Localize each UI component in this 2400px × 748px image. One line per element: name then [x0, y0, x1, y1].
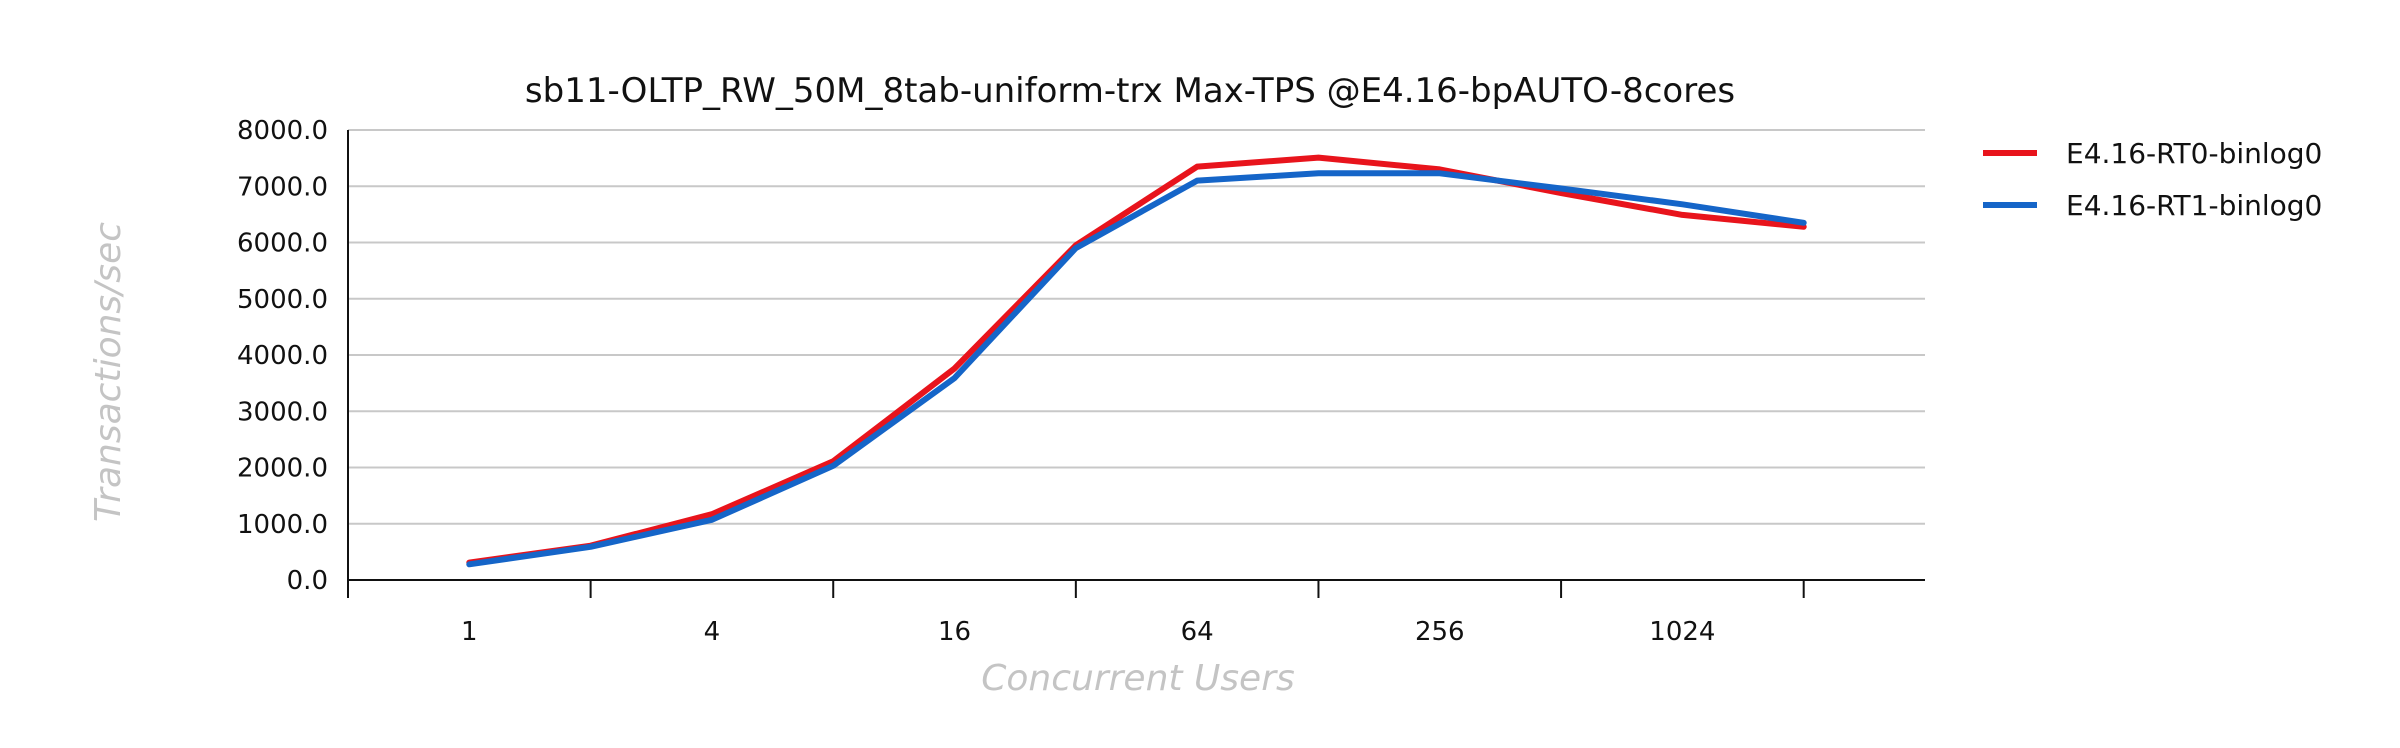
- y-tick-label: 6000.0: [237, 229, 328, 259]
- grid: [347, 129, 1925, 580]
- x-tick-label: 1: [461, 617, 478, 647]
- x-tick-label: 64: [1181, 617, 1214, 647]
- y-tick-label: 0.0: [287, 566, 328, 596]
- legend-label: E4.16-RT1-binlog0: [2066, 189, 2322, 222]
- y-tick-label: 1000.0: [237, 510, 328, 540]
- y-tick-label: 8000.0: [237, 116, 328, 146]
- x-tick-label: 16: [938, 617, 971, 647]
- y-tick-label: 4000.0: [237, 341, 328, 371]
- x-axis-title: Concurrent Users: [981, 658, 1295, 699]
- legend: E4.16-RT0-binlog0 E4.16-RT1-binlog0: [1983, 137, 2322, 222]
- series-line-2: [466, 170, 1807, 568]
- y-tick-label: 2000.0: [237, 454, 328, 484]
- y-tick-label: 3000.0: [237, 397, 328, 427]
- y-axis-title: Transactions/sec: [88, 222, 129, 522]
- y-tick-label: 5000.0: [237, 285, 328, 315]
- y-axis-ticks: 0.0 1000.0 2000.0 3000.0 4000.0 5000.0 6000.0 7…: [237, 116, 328, 596]
- x-tick-label: 4: [704, 617, 721, 647]
- x-tick-label: 1024: [1649, 617, 1715, 647]
- y-tick-label: 7000.0: [237, 172, 328, 202]
- x-tick-label: 256: [1415, 617, 1465, 647]
- series-line-1: [466, 154, 1807, 566]
- x-axis: 1 4 16 64 256 1024: [347, 579, 1925, 647]
- series-lines: [466, 154, 1807, 568]
- legend-label: E4.16-RT0-binlog0: [2066, 137, 2322, 170]
- chart-title: sb11-OLTP_RW_50M_8tab-uniform-trx Max-TP…: [525, 71, 1735, 111]
